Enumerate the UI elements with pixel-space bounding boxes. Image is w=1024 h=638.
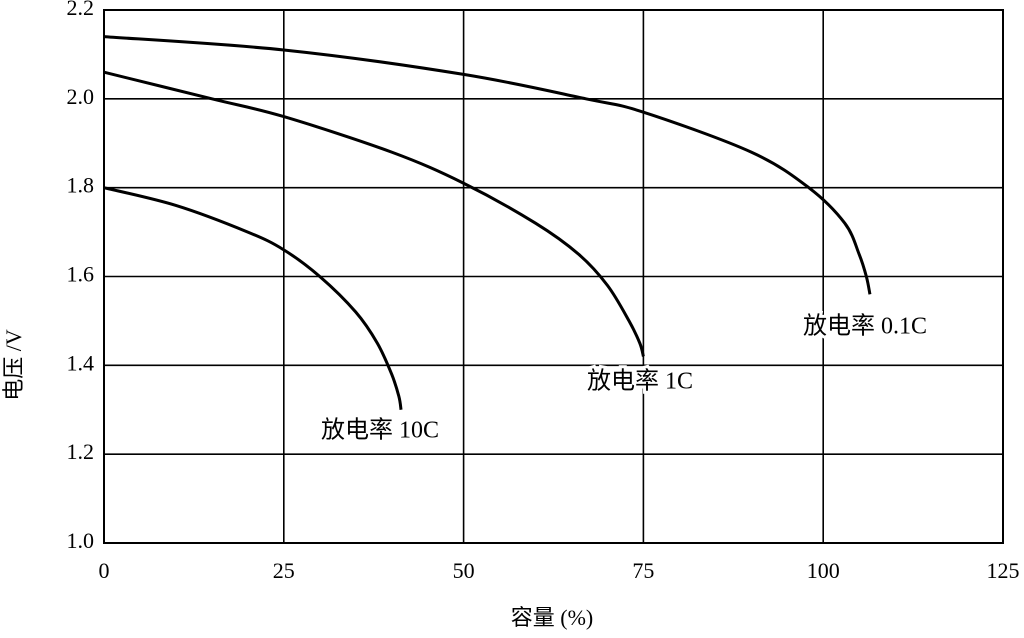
curve bbox=[103, 186, 403, 410]
series-label: 放电率 1C bbox=[587, 368, 693, 395]
x-tick-label: 100 bbox=[807, 558, 840, 583]
plot-frame bbox=[103, 9, 1004, 544]
x-tick-label: 0 bbox=[99, 558, 110, 583]
y-tick-label: 2.2 bbox=[67, 0, 95, 20]
series-label: 放电率 0.1C bbox=[803, 313, 927, 340]
series-label: 放电率 10C bbox=[321, 417, 439, 444]
curve bbox=[103, 35, 872, 295]
y-tick-label: 1.0 bbox=[67, 528, 95, 553]
y-axis-label: 电压 /V bbox=[1, 329, 26, 401]
y-tick-label: 1.2 bbox=[67, 439, 95, 464]
x-tick-label: 50 bbox=[453, 558, 475, 583]
y-tick-label: 1.4 bbox=[67, 350, 95, 375]
y-tick-label: 2.0 bbox=[67, 84, 95, 109]
x-tick-label: 75 bbox=[632, 558, 654, 583]
x-tick-label: 125 bbox=[987, 558, 1020, 583]
curve bbox=[103, 70, 645, 357]
y-tick-label: 1.8 bbox=[67, 173, 95, 198]
x-axis-label: 容量 (%) bbox=[511, 605, 593, 630]
x-tick-label: 25 bbox=[273, 558, 295, 583]
y-tick-label: 1.6 bbox=[67, 262, 95, 287]
